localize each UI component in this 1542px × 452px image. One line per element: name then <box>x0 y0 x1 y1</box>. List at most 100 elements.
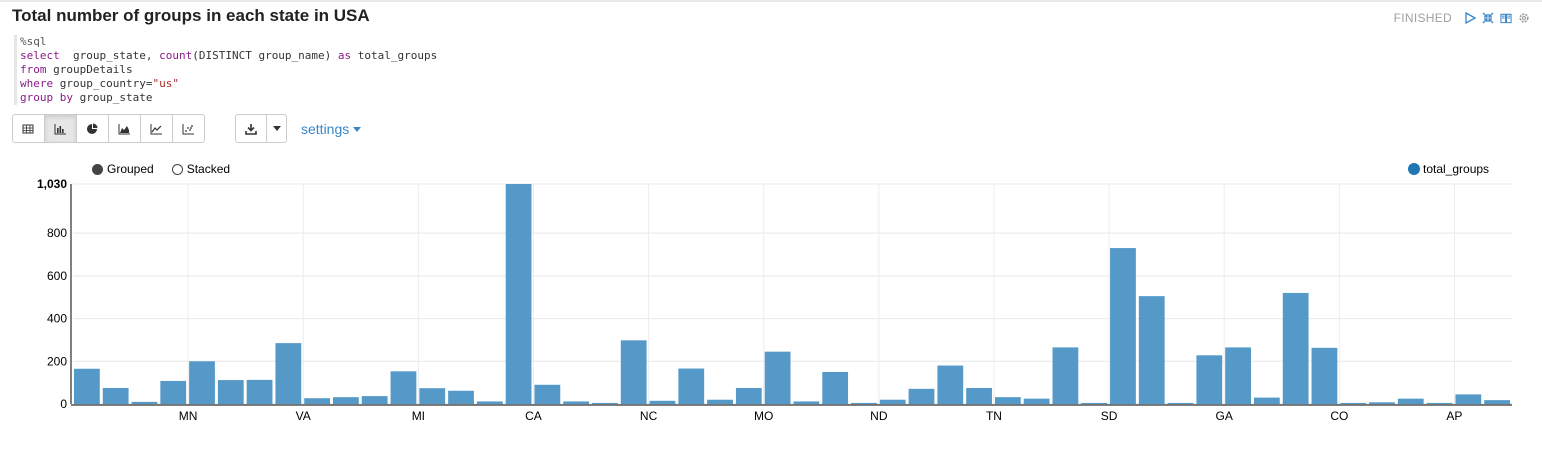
code-line: from groupDetails <box>20 63 620 77</box>
radio-grouped[interactable] <box>92 163 103 175</box>
code-token: from <box>20 63 47 76</box>
download-button[interactable] <box>235 114 267 143</box>
code-token: as <box>337 49 352 62</box>
top-border <box>0 0 1542 2</box>
bar <box>275 343 302 404</box>
sql-editor[interactable]: %sql select group_state, count(DISTINCT g… <box>14 35 620 105</box>
bar <box>217 380 244 404</box>
bar <box>1369 402 1395 404</box>
bar <box>505 184 532 404</box>
radio-stacked[interactable] <box>171 163 183 175</box>
settings-dropdown[interactable]: settings <box>301 121 362 137</box>
y-tick-label: 200 <box>47 354 67 368</box>
pie-chart-icon <box>87 123 98 134</box>
y-tick-label: 400 <box>47 312 67 326</box>
bar <box>649 400 676 404</box>
x-tick-label: VA <box>296 409 311 423</box>
bar <box>390 371 417 404</box>
bar <box>1455 394 1482 404</box>
bar <box>937 365 964 404</box>
bar <box>304 398 331 404</box>
code-token: group_state, <box>59 49 160 62</box>
bar <box>189 361 215 404</box>
bar <box>879 399 906 404</box>
bar <box>764 351 791 404</box>
bar <box>1081 402 1108 404</box>
mode-grouped[interactable]: Grouped <box>92 162 154 176</box>
table-icon <box>22 124 34 133</box>
bar <box>102 387 129 404</box>
code-token: count <box>159 49 193 62</box>
bar <box>1023 398 1050 404</box>
series-legend[interactable]: total_groups <box>1408 162 1489 176</box>
code-token: select <box>20 49 60 62</box>
bar <box>74 368 100 404</box>
bar <box>1340 402 1367 404</box>
table-view-button[interactable] <box>12 114 45 143</box>
x-tick-label: SD <box>1101 409 1118 423</box>
area-chart-icon <box>118 123 130 134</box>
area-view-button[interactable] <box>108 114 141 143</box>
bar <box>1397 398 1424 404</box>
chevron-down-icon <box>353 126 362 132</box>
bar <box>160 380 187 404</box>
y-tick-label: 600 <box>47 269 67 283</box>
code-token: "us" <box>152 77 179 90</box>
bar <box>448 390 474 404</box>
visualization-toolbar <box>12 114 205 143</box>
code-token: group_country= <box>53 77 153 90</box>
bar <box>246 379 273 404</box>
mode-grouped-label: Grouped <box>107 162 154 176</box>
x-tick-label: MI <box>412 409 425 423</box>
bar <box>534 384 561 404</box>
download-options-button[interactable] <box>267 114 287 143</box>
bar <box>361 396 388 404</box>
bar <box>966 387 992 404</box>
code-line: select group_state, count(DISTINCT group… <box>20 49 620 63</box>
chart-mode-legend: Grouped Stacked <box>92 162 244 176</box>
bar <box>1311 347 1338 404</box>
bar <box>678 368 705 404</box>
code-token: (DISTINCT group_name) <box>192 49 338 62</box>
bar <box>620 340 647 404</box>
bar <box>419 388 446 404</box>
bar-chart-icon <box>54 123 66 134</box>
code-token: total_groups <box>351 49 438 62</box>
bar <box>563 401 590 404</box>
line-view-button[interactable] <box>140 114 173 143</box>
bar <box>592 402 618 404</box>
line-chart-icon <box>150 123 162 134</box>
gear-icon[interactable] <box>1518 12 1530 24</box>
x-tick-label: ND <box>870 409 888 423</box>
bar <box>793 401 820 404</box>
y-tick-label: 800 <box>47 226 67 240</box>
bar <box>994 397 1021 404</box>
x-tick-label: CO <box>1330 409 1348 423</box>
y-tick-label: 0 <box>60 397 67 411</box>
scatter-chart-icon <box>182 123 194 134</box>
run-icon[interactable] <box>1464 12 1476 24</box>
x-tick-label: NC <box>640 409 658 423</box>
bar <box>851 402 877 404</box>
x-tick-label: MN <box>179 409 198 423</box>
caret-down-icon <box>272 126 281 131</box>
code-line: group by group_state <box>20 91 620 105</box>
pie-view-button[interactable] <box>76 114 109 143</box>
bar <box>1167 402 1194 404</box>
code-token: group by <box>20 91 73 104</box>
collapse-icon[interactable] <box>1482 12 1494 24</box>
bar <box>1484 400 1510 404</box>
bar <box>1196 355 1223 404</box>
x-tick-label: CA <box>525 409 542 423</box>
bar <box>1253 397 1280 404</box>
mode-stacked[interactable]: Stacked <box>171 162 230 176</box>
settings-label: settings <box>301 121 350 137</box>
bar-view-button[interactable] <box>44 114 77 143</box>
code-line: where group_country="us" <box>20 77 620 91</box>
series-color-dot <box>1408 163 1420 175</box>
download-group <box>235 114 287 143</box>
book-icon[interactable] <box>1500 12 1512 24</box>
bar <box>822 371 849 404</box>
scatter-view-button[interactable] <box>172 114 205 143</box>
